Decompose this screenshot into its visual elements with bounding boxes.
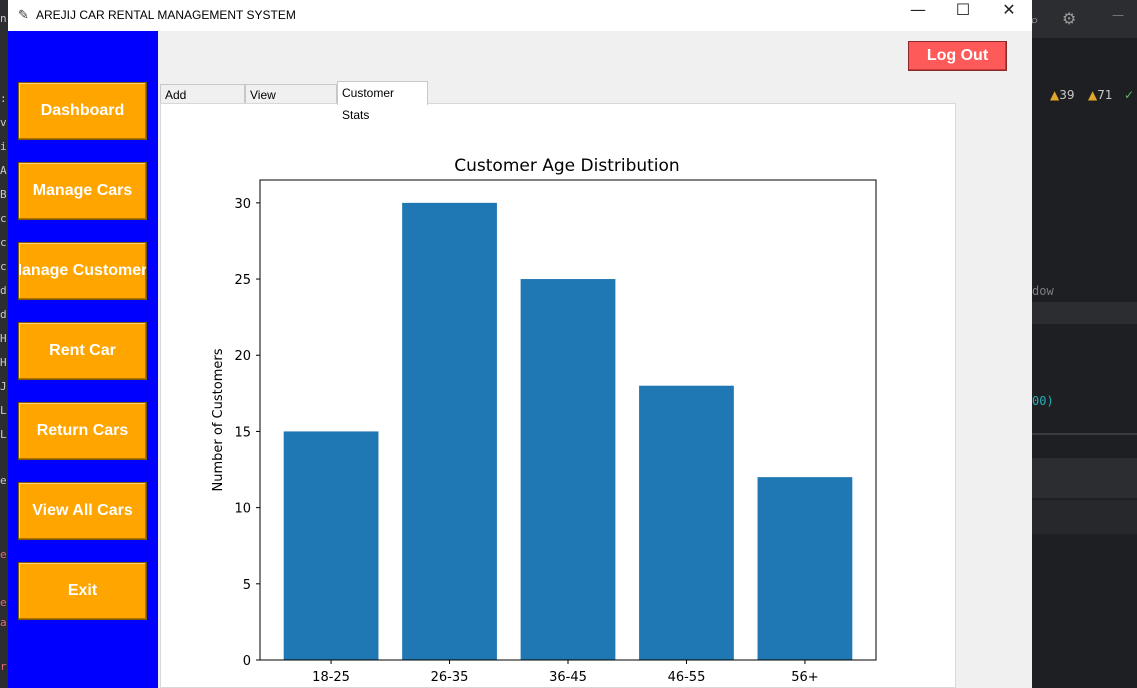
- app-window: ✎ AREJIJ CAR RENTAL MANAGEMENT SYSTEM — …: [8, 0, 1032, 688]
- bar-46-55: [639, 385, 734, 660]
- bar-36-45: [520, 279, 616, 660]
- manage-customers-button-label: Manage Customers: [19, 262, 147, 279]
- rent-car-button-label: Rent Car: [49, 342, 116, 359]
- minimize-button[interactable]: —: [910, 0, 926, 19]
- tab-add-customer[interactable]: Add Customer: [160, 84, 245, 122]
- y-tick-label: 5: [243, 578, 251, 593]
- exit-button-label: Exit: [67, 582, 98, 599]
- warning-icon: ▲: [1050, 88, 1060, 102]
- dashboard-button-label: Dashboard: [40, 102, 125, 119]
- ide-text-fragment: 00): [1032, 394, 1054, 408]
- maximize-button[interactable]: ☐: [955, 0, 971, 19]
- warning-count: 39: [1059, 88, 1075, 102]
- return-cars-button[interactable]: Return Cars: [18, 402, 147, 460]
- view-all-cars-button[interactable]: View All Cars: [18, 482, 147, 540]
- title-bar: ✎ AREJIJ CAR RENTAL MANAGEMENT SYSTEM — …: [8, 0, 1032, 31]
- manage-customers-button[interactable]: Manage Customers: [18, 242, 147, 300]
- x-tick-label: 46-55: [668, 670, 706, 685]
- bar-26-35: [402, 202, 497, 660]
- rent-car-button[interactable]: Rent Car: [18, 322, 147, 380]
- bar-56+: [757, 477, 853, 660]
- x-tick-label: 56+: [791, 670, 818, 685]
- y-tick-label: 15: [234, 425, 251, 440]
- plot-area-frame: [259, 179, 877, 661]
- weak-warning-count: 71: [1097, 88, 1113, 102]
- dashboard-button[interactable]: Dashboard: [18, 82, 147, 140]
- chart-title: Customer Age Distribution: [454, 156, 679, 176]
- background-ide-right: ⌕ ⚙ — ▲39 ▲71 ✓ dow 00): [1032, 0, 1137, 688]
- logout-button[interactable]: Log Out: [908, 41, 1007, 71]
- view-all-cars-button-label: View All Cars: [32, 502, 133, 519]
- manage-cars-button[interactable]: Manage Cars: [18, 162, 147, 220]
- age-distribution-chart: Customer Age Distribution Number of Cust…: [211, 156, 877, 685]
- manage-cars-button-label: Manage Cars: [32, 182, 133, 199]
- exit-button[interactable]: Exit: [18, 562, 147, 620]
- y-tick-label: 30: [234, 197, 251, 212]
- tab-customer-stats[interactable]: Customer Stats: [337, 81, 428, 122]
- feather-icon: ✎: [18, 8, 29, 23]
- return-cars-button-label: Return Cars: [36, 422, 129, 439]
- search-icon: ⌕: [1032, 10, 1039, 29]
- logout-button-label: Log Out: [926, 47, 989, 64]
- chart-y-axis-label: Number of Customers: [211, 348, 226, 491]
- y-tick-label: 20: [234, 349, 251, 364]
- tab-view-customers[interactable]: View Customers: [245, 84, 337, 122]
- window-title: AREJIJ CAR RENTAL MANAGEMENT SYSTEM: [36, 8, 296, 22]
- y-tick-label: 0: [243, 654, 251, 669]
- tab-customer-stats-label: Customer Stats: [342, 86, 395, 122]
- weak-warning-icon: ▲: [1088, 88, 1098, 102]
- gear-icon: ⚙: [1062, 9, 1077, 28]
- sidebar: Dashboard Manage Cars Manage Customers R…: [8, 31, 158, 688]
- customer-stats-panel: Customer Age Distribution Number of Cust…: [160, 103, 956, 688]
- check-icon: ✓: [1124, 88, 1135, 102]
- x-tick-label: 36-45: [549, 670, 587, 685]
- y-tick-label: 25: [234, 273, 251, 288]
- y-tick-label: 10: [234, 502, 251, 517]
- ide-text-fragment: dow: [1032, 284, 1054, 298]
- close-button[interactable]: ✕: [1002, 0, 1016, 19]
- x-tick-label: 26-35: [431, 670, 469, 685]
- background-ide-left: n:v irAB ccc ddH HJL Le ee ar: [0, 0, 8, 688]
- bar-18-25: [283, 431, 379, 660]
- x-tick-label: 18-25: [312, 670, 350, 685]
